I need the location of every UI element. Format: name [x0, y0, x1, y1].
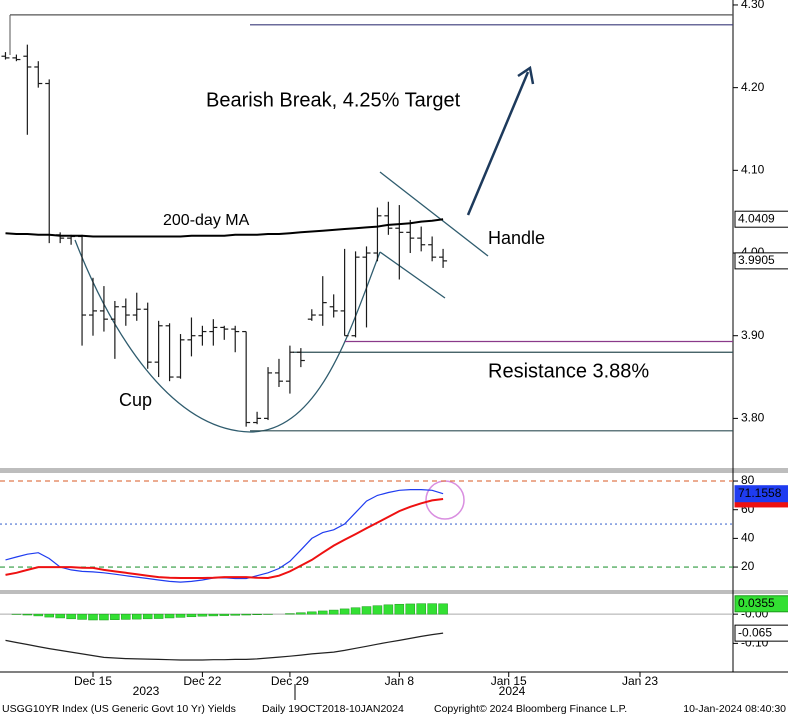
histogram-bar [285, 613, 295, 615]
value-label: 4.0409 [738, 211, 775, 225]
x-tick-label: Jan 8 [385, 674, 415, 688]
value-label: 71.1558 [738, 486, 782, 500]
histogram-bar [230, 613, 240, 616]
histogram-bar [164, 613, 175, 619]
histogram-bar [142, 613, 153, 620]
x-tick-label: Dec 29 [271, 674, 309, 688]
footer-timestamp: 10-Jan-2024 08:40:30 [683, 703, 786, 715]
histogram-bar [186, 613, 197, 618]
panel-separator [0, 590, 788, 594]
histogram-bar [88, 613, 98, 621]
annotation: Handle [488, 228, 545, 248]
histogram-bar [241, 613, 251, 616]
value-label: -0.065 [738, 625, 772, 639]
y-tick-label: 3.80 [741, 411, 765, 425]
histogram-bar [132, 613, 142, 620]
histogram-bar [55, 613, 65, 619]
histogram-bar [33, 613, 44, 617]
histogram-bar [328, 609, 339, 615]
y-tick-label: 20 [741, 559, 755, 573]
arrow-shaft [466, 71, 530, 216]
y-tick-label: 3.90 [741, 328, 765, 342]
annotation: Resistance 3.88% [488, 360, 649, 382]
histogram-bar [175, 613, 186, 618]
histogram-bar [405, 603, 416, 615]
x-tick-label: Dec 15 [74, 674, 112, 688]
annotation: Bearish Break, 4.25% Target [206, 89, 461, 111]
y-tick-label: 4.20 [741, 80, 765, 94]
histogram-bar [307, 611, 317, 615]
footer-range: Daily 19OCT2018-10JAN2024 [262, 703, 404, 715]
histogram-bar [99, 613, 109, 621]
cup-curve [74, 239, 381, 433]
histogram-bar [66, 613, 76, 620]
panel-separator [0, 468, 788, 473]
value-box [734, 595, 788, 613]
histogram-bar [197, 613, 208, 617]
series-label: 200-day MA [163, 212, 250, 229]
histogram-bar [383, 604, 394, 615]
arrow-head [517, 65, 535, 85]
year-label: 2024 [499, 684, 526, 698]
handle-line [379, 251, 446, 299]
histogram-bar [350, 607, 361, 615]
x-tick-label: Jan 23 [622, 674, 658, 688]
y-tick-label: 40 [741, 531, 755, 545]
x-tick-label: Dec 22 [183, 674, 221, 688]
value-box [734, 624, 788, 642]
handle-line [379, 171, 489, 257]
series-line [5, 632, 444, 661]
value-box [734, 485, 788, 503]
footer-ticker: USGG10YR Index (US Generic Govt 10 Yr) Y… [2, 703, 236, 715]
histogram-bar [296, 612, 306, 615]
histogram-bar [77, 613, 87, 620]
annotation: Cup [119, 390, 152, 410]
footer-copyright: Copyright© 2024 Bloomberg Finance L.P. [434, 703, 627, 715]
histogram-bar [219, 613, 230, 616]
histogram-bar [121, 613, 131, 620]
histogram-bar [44, 613, 54, 618]
histogram-bar [153, 613, 164, 619]
histogram-bar [416, 603, 426, 615]
histogram-bar [110, 613, 120, 620]
histogram-bar [208, 613, 219, 617]
value-label: 3.9905 [738, 253, 775, 267]
histogram-bar [22, 613, 33, 616]
y-tick-label: 80 [741, 473, 755, 487]
value-label: 0.0355 [738, 596, 775, 610]
histogram-bar [317, 610, 328, 615]
y-tick-label: 4.10 [741, 163, 765, 177]
series-line [5, 218, 444, 238]
histogram-bar [361, 606, 372, 615]
histogram-bar [427, 603, 437, 615]
histogram-bar [339, 608, 350, 615]
value-box [734, 252, 788, 270]
x-tick-label: Jan 15 [491, 674, 527, 688]
histogram-bar [438, 603, 448, 615]
value-box [734, 210, 788, 228]
series-line [5, 498, 444, 580]
y-tick-label: 4.30 [741, 0, 765, 11]
histogram-bar [394, 603, 405, 615]
histogram-bar [372, 605, 383, 615]
year-label: 2023 [133, 684, 160, 698]
histogram-bar [252, 613, 262, 615]
